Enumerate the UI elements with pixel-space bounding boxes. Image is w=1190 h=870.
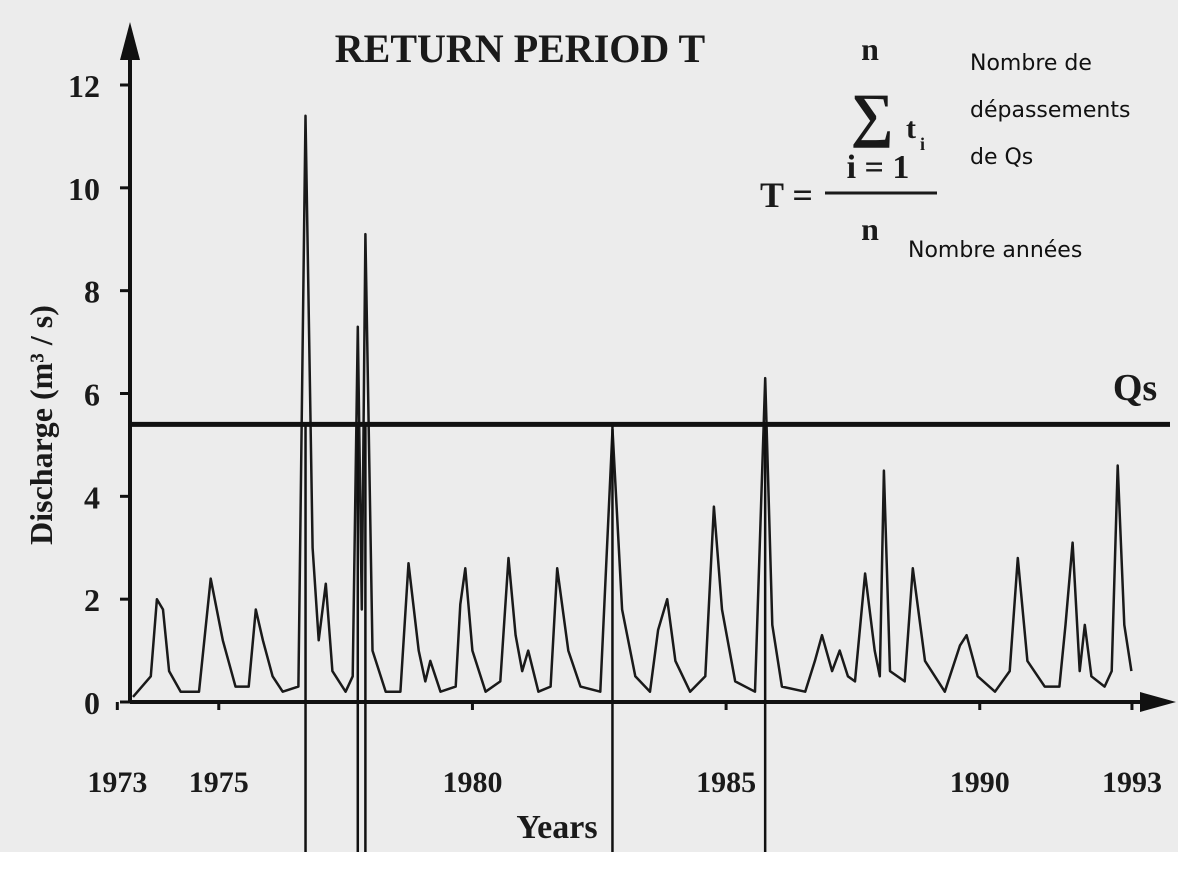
y-tick-label: 12 bbox=[68, 68, 100, 104]
formula: T = n ∑ t i i = 1 n bbox=[760, 31, 937, 247]
y-tick-label: 0 bbox=[84, 685, 100, 721]
formula-lower: i = 1 bbox=[847, 149, 910, 186]
chart-title: RETURN PERIOD T bbox=[335, 26, 706, 71]
x-axis-arrow bbox=[1140, 692, 1176, 712]
x-tick-label: 1993 bbox=[1102, 766, 1162, 799]
y-tick-label: 10 bbox=[68, 171, 100, 207]
y-tick-label: 2 bbox=[84, 582, 100, 618]
x-axis-label: Years bbox=[516, 809, 597, 846]
formula-symbol: ∑ bbox=[851, 82, 894, 148]
annotation: Nombre années bbox=[908, 238, 1082, 263]
x-tick-label: 1975 bbox=[189, 766, 249, 799]
annotation: de Qs bbox=[970, 145, 1033, 170]
y-tick-label: 6 bbox=[84, 377, 100, 413]
annotation: dépassements bbox=[970, 98, 1130, 123]
x-tick-label: 1985 bbox=[696, 766, 756, 799]
formula-upper: n bbox=[861, 31, 879, 67]
x-tick-label: 1990 bbox=[950, 766, 1010, 799]
threshold-label: Qs bbox=[1113, 367, 1157, 409]
y-tick-label: 4 bbox=[84, 479, 100, 515]
y-tick-label: 8 bbox=[84, 274, 100, 310]
y-axis-label: Discharge (m³ / s) bbox=[23, 305, 59, 545]
annotation: Nombre de bbox=[970, 51, 1092, 76]
formula-lhs: T = bbox=[760, 175, 813, 215]
x-tick-label: 1973 bbox=[87, 766, 147, 799]
formula-term: t bbox=[906, 112, 916, 145]
formula-denominator: n bbox=[861, 211, 879, 247]
x-tick-label: 1980 bbox=[442, 766, 502, 799]
formula-subscript: i bbox=[920, 134, 925, 154]
y-axis-arrow bbox=[120, 22, 140, 60]
